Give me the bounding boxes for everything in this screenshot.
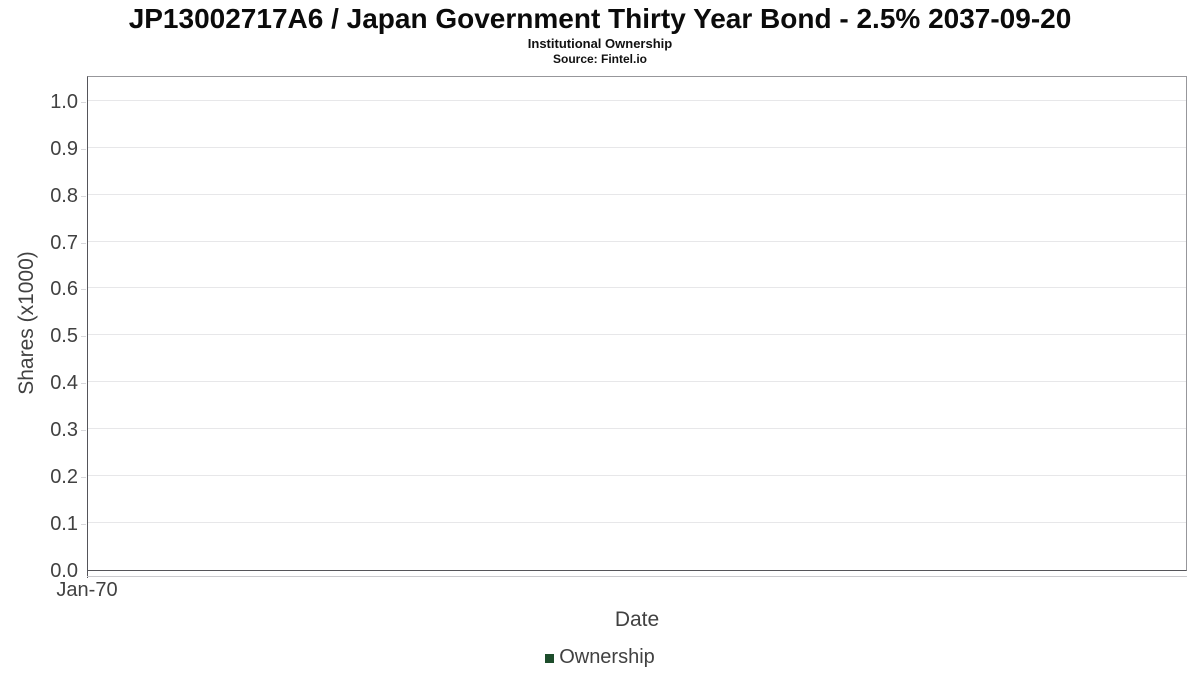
gridline <box>88 146 1186 148</box>
y-tick-mark <box>81 477 86 479</box>
y-tick-label: 0.4 <box>50 372 78 395</box>
chart-source-label: Source: Fintel.io <box>552 52 647 66</box>
x-axis-label: Date <box>614 608 660 631</box>
y-tick-mark <box>81 242 86 244</box>
y-tick-label: 0.8 <box>50 184 78 207</box>
chart-title: JP13002717A6 / Japan Government Thirty Y… <box>128 3 1072 34</box>
chart-subtitle: Institutional Ownership <box>527 36 673 51</box>
y-tick-label: 0.6 <box>50 278 78 301</box>
plot-area <box>87 76 1187 571</box>
y-tick-mark <box>81 383 86 385</box>
legend-swatch-ownership <box>545 654 555 663</box>
y-tick-mark <box>81 195 86 197</box>
gridline <box>88 522 1186 524</box>
y-tick-mark <box>81 148 86 150</box>
gridline <box>88 475 1186 477</box>
legend: Ownership <box>0 646 1200 669</box>
y-tick-label: 0.9 <box>50 137 78 160</box>
gridline <box>88 287 1186 289</box>
y-tick-label: 0.2 <box>50 466 78 489</box>
y-tick-mark <box>81 336 86 338</box>
y-tick-mark <box>81 101 86 103</box>
gridline <box>88 334 1186 336</box>
y-tick-label: 0.5 <box>50 325 78 348</box>
y-tick-label: 0.1 <box>50 513 78 536</box>
y-tick-label: 1.0 <box>50 90 78 113</box>
y-tick-mark <box>81 524 86 526</box>
y-tick-label: 0.0 <box>50 560 78 582</box>
gridline <box>88 240 1186 242</box>
gridline <box>88 193 1186 195</box>
y-tick-mark <box>81 430 86 432</box>
x-tick-mark <box>87 571 88 578</box>
x-axis-line <box>87 576 1187 577</box>
gridline <box>88 99 1186 101</box>
y-axis-tick-labels: 0.0 0.1 0.2 0.3 0.4 0.5 0.6 0.7 0.8 0.9 1.0 <box>0 76 78 582</box>
gridline <box>88 428 1186 430</box>
x-tick-label: Jan-70 <box>56 579 118 601</box>
gridline <box>88 381 1186 383</box>
y-tick-label: 0.7 <box>50 231 78 254</box>
y-tick-label: 0.3 <box>50 419 78 442</box>
legend-label-ownership: Ownership <box>559 646 655 668</box>
y-tick-mark <box>81 289 86 291</box>
